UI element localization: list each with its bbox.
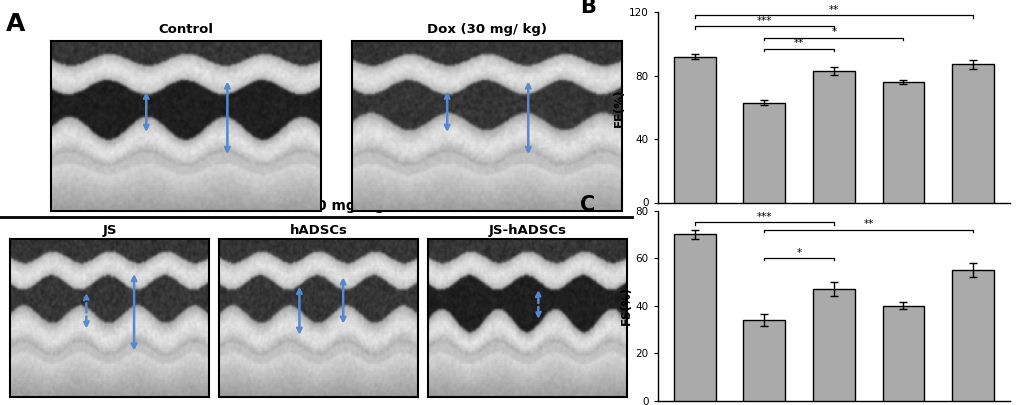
Bar [951,64,993,202]
Text: hADSCs: hADSCs [289,224,347,237]
Bar [743,320,785,401]
Text: *: * [830,27,836,37]
Y-axis label: FS(%): FS(%) [620,286,633,325]
Text: JS-hADSCs: JS-hADSCs [488,224,567,237]
Bar [674,234,715,401]
Text: ***: *** [756,212,771,222]
Text: **: ** [793,38,803,48]
Text: JS: JS [819,212,834,226]
Text: Dox (30 mg/ kg): Dox (30 mg/ kg) [266,198,391,213]
Text: *: * [796,247,801,258]
Text: Control: Control [159,23,213,36]
Text: hADSCs: hADSCs [868,212,903,246]
Bar [743,102,785,202]
Bar [951,270,993,401]
Bar [881,306,923,401]
Text: Control: Control [662,212,694,244]
Text: ***: *** [756,16,771,26]
Text: JS-
hADSCs: JS- hADSCs [929,212,972,254]
Text: Dox (30 mg/kg): Dox (30 mg/kg) [829,271,906,281]
Bar [812,289,854,401]
Y-axis label: EF(%): EF(%) [612,88,626,127]
Text: **: ** [863,219,873,229]
Text: Dox (30 mg/ kg): Dox (30 mg/ kg) [427,23,546,36]
Text: JS: JS [102,224,117,237]
Text: C: C [580,195,595,215]
Bar [881,82,923,202]
Text: B: B [580,0,596,17]
Text: Dox
(30 mg/kg): Dox (30 mg/kg) [710,212,763,265]
Text: **: ** [827,5,839,15]
Text: SD: SD [861,294,874,304]
Bar [674,57,715,202]
Text: A: A [6,12,25,36]
Bar [812,71,854,202]
